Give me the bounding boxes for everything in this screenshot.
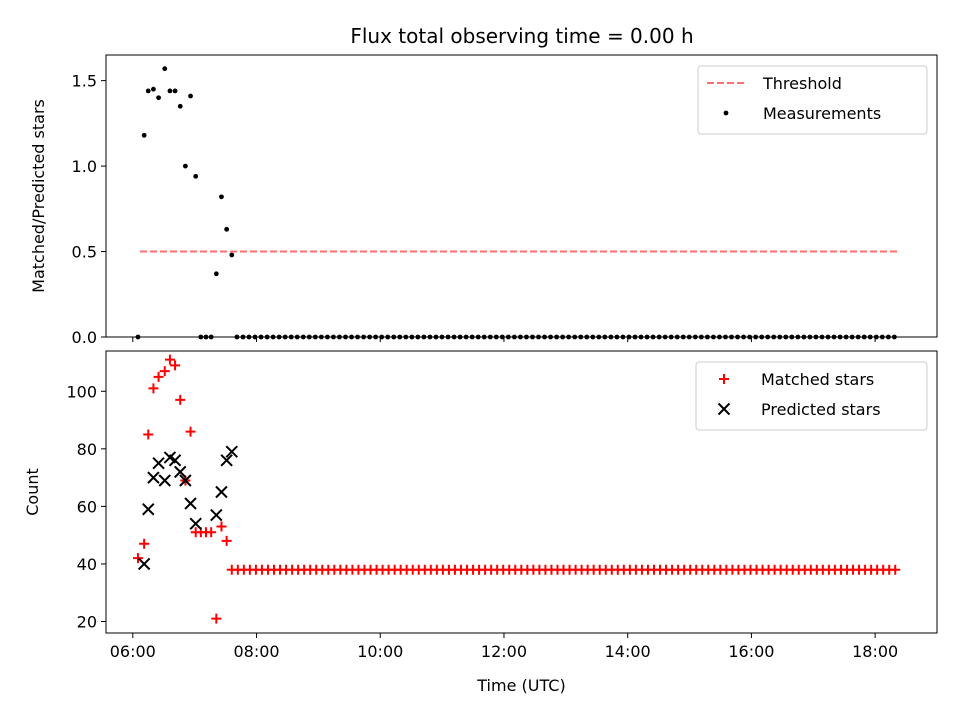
data-point	[182, 163, 188, 169]
data-point	[159, 366, 170, 377]
y-tick-label: 100	[66, 382, 97, 401]
x-tick-label: 06:00	[110, 642, 156, 661]
data-point	[229, 252, 235, 258]
data-point	[184, 497, 197, 510]
data-point	[221, 535, 232, 546]
x-tick-label: 18:00	[852, 642, 898, 661]
legend-label: Threshold	[762, 74, 842, 93]
y-axis-label: Matched/Predicted stars	[29, 99, 48, 293]
data-point	[152, 457, 165, 470]
x-tick-label: 12:00	[481, 642, 527, 661]
legend-label: Predicted stars	[761, 400, 881, 419]
legend-predicted-swatch	[717, 402, 731, 416]
y-tick-label: 40	[77, 555, 97, 574]
legend-label: Matched stars	[761, 370, 874, 389]
legend-box	[697, 65, 928, 135]
legend: Matched stars Predicted stars	[695, 361, 928, 431]
data-point	[224, 226, 230, 232]
data-point	[177, 103, 183, 109]
data-point	[193, 173, 199, 179]
data-point	[179, 474, 192, 487]
data-point	[164, 354, 175, 365]
top-panel: 0.0 0.5 1.0 1.5 Matched/Predicted stars Thres…	[29, 54, 938, 347]
data-point	[153, 371, 164, 382]
data-point	[141, 132, 147, 138]
data-point	[220, 454, 233, 467]
data-point	[206, 527, 217, 538]
data-point	[189, 517, 202, 530]
data-point	[215, 485, 228, 499]
legend-measurements-swatch	[723, 110, 729, 116]
y-tick-label: 1.0	[72, 157, 97, 176]
data-point	[139, 538, 150, 549]
series-matched-stars	[132, 354, 901, 624]
x-tick-label: 14:00	[605, 642, 651, 661]
data-point	[185, 426, 196, 437]
y-axis-label: Count	[23, 468, 42, 516]
y-tick-label: 60	[77, 497, 97, 516]
data-point	[216, 521, 227, 532]
plot-frame	[105, 54, 938, 338]
y-tick-label: 0.5	[72, 243, 97, 262]
legend-box	[695, 361, 928, 431]
data-point	[151, 86, 156, 92]
data-point	[156, 95, 161, 101]
data-point	[145, 88, 151, 94]
data-point	[213, 271, 219, 277]
data-point	[143, 429, 154, 440]
y-tick-label: 20	[77, 612, 97, 631]
legend-matched-swatch	[719, 374, 729, 384]
x-tick-label: 08:00	[233, 642, 279, 661]
legend: Threshold Measurements	[697, 65, 928, 135]
y-tick-label: 1.5	[72, 72, 97, 91]
data-point	[147, 471, 160, 484]
data-point	[175, 394, 186, 405]
data-point	[137, 557, 151, 571]
data-point	[167, 88, 173, 94]
data-point	[211, 613, 222, 624]
data-point	[225, 445, 238, 458]
y-tick-label: 0.0	[72, 328, 97, 347]
plot-frame	[105, 350, 938, 634]
chart-title: Flux total observing time = 0.00 h	[350, 24, 693, 48]
series-predicted-stars	[137, 445, 238, 571]
data-point	[890, 564, 901, 575]
data-point	[170, 360, 181, 371]
data-point	[132, 553, 143, 564]
x-axis-label: Time (UTC)	[476, 676, 565, 695]
data-point	[142, 503, 155, 516]
data-point	[148, 383, 159, 394]
data-point	[172, 88, 178, 94]
y-tick-label: 80	[77, 440, 97, 459]
data-point	[174, 465, 187, 479]
data-point	[210, 508, 223, 522]
data-point	[188, 93, 193, 99]
data-point	[219, 194, 224, 200]
data-point	[168, 454, 182, 467]
x-tick-label: 16:00	[728, 642, 774, 661]
data-point	[158, 474, 171, 487]
bottom-panel: 20 40 60 80 100 06:00 08:00 10:00 12:00 14:00 16:0…	[23, 350, 938, 695]
x-tick-label: 10:00	[357, 642, 403, 661]
data-point	[162, 66, 168, 72]
legend-label: Measurements	[763, 104, 881, 123]
